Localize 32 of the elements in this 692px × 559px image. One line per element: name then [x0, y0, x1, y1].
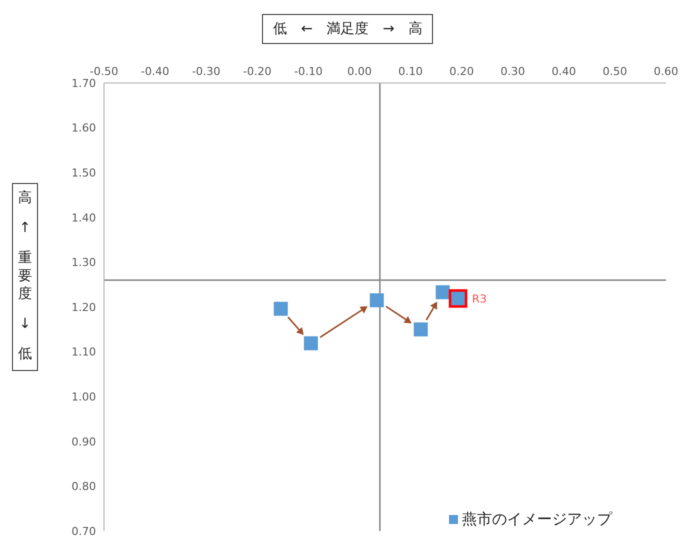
point [274, 302, 288, 316]
x-tick-label: -0.10 [294, 65, 323, 78]
x-tick-label: 0.60 [654, 65, 678, 78]
y-tick-label: 1.60 [72, 122, 96, 135]
x-tick-label: -0.40 [140, 65, 170, 78]
y-tick-label: 1.50 [72, 166, 96, 180]
point [370, 293, 384, 308]
y-tick-label: 0.90 [72, 435, 96, 448]
y-tick-label: 1.40 [72, 211, 96, 224]
annotation: R3 [472, 292, 487, 306]
x-tick-label: 0.20 [449, 65, 474, 78]
y-tick-label: 1.20 [72, 300, 96, 314]
y-axis-title: 高 ↑ 重要度 ↓ 低 [17, 190, 33, 364]
y-tick-label: 1.30 [72, 256, 96, 270]
x-tick-label: -0.30 [192, 65, 220, 78]
y-tick-label: 0.80 [72, 480, 96, 494]
legend-label: 燕市のイメージアップ [462, 510, 612, 528]
point [414, 322, 428, 336]
x-tick-label: 0.10 [398, 65, 423, 78]
x-axis-title: 低 ← 満足度 → 高 [262, 14, 434, 44]
x-tick-label: 0.00 [347, 65, 372, 78]
x-tick-label: -0.20 [243, 65, 272, 78]
x-tick-label: 0.40 [552, 65, 576, 78]
point [436, 285, 450, 300]
x-tick-label: 0.30 [500, 65, 525, 78]
y-tick-label: 1.70 [72, 76, 96, 90]
y-tick-label: 1.00 [72, 390, 96, 404]
point [304, 336, 318, 350]
y-tick-label: 1.10 [72, 346, 96, 359]
x-tick-label: 0.50 [602, 65, 628, 78]
y-tick-label: 0.70 [72, 524, 96, 538]
x-tick-label: -0.50 [90, 65, 118, 78]
